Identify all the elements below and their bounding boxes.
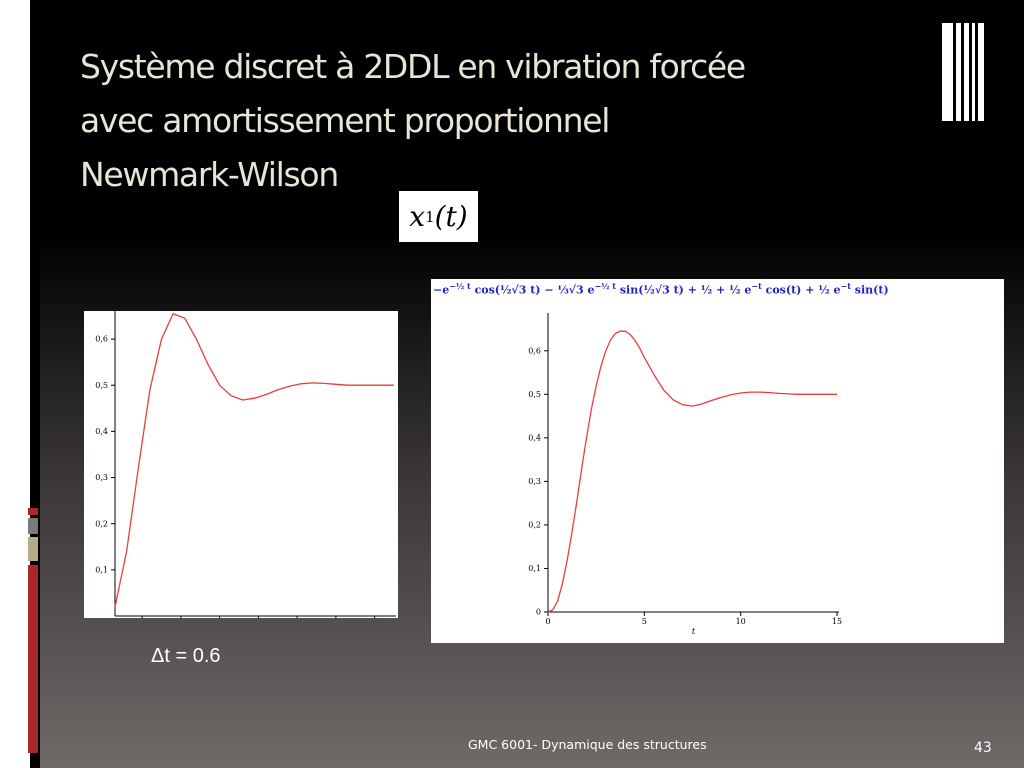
page-number: 43 [974, 740, 992, 756]
title-line-1: Système discret à 2DDL en vibration forc… [80, 47, 746, 86]
analytic-chart-panel: −e−½ t cos(½√3 t) − ⅓√3 e−½ t sin(½√3 t)… [431, 279, 1004, 643]
accent-red-long [28, 565, 38, 753]
formula-x1-label: x 1 (t) [399, 191, 478, 242]
x-tick-label: 10 [736, 617, 746, 626]
newmark-wilson-chart: 24681012140,10,20,30,40,50,6 [95, 300, 396, 630]
formula-sub: 1 [425, 207, 435, 226]
x-tick-label: 5 [642, 617, 647, 626]
x-tick-label: 0 [545, 617, 550, 626]
y-tick-label: 0,4 [95, 427, 108, 436]
accent-red-top [28, 508, 38, 515]
formula-var: x [409, 200, 426, 233]
footer-course: GMC 6001- Dynamique des structures [468, 737, 707, 752]
series-line [114, 312, 394, 607]
y-tick-label: 0,4 [528, 434, 541, 443]
accent-gray [28, 518, 38, 534]
y-tick-label: 0,3 [95, 473, 108, 482]
analytic-solution-chart: 0 5 10 15 0 0,1 0,2 0,3 0,4 0,5 0,6 t [528, 313, 842, 636]
y-tick-label: 0,6 [528, 346, 541, 355]
time-step-label: Δt = 0.6 [151, 645, 221, 667]
decorative-stripes [942, 23, 984, 121]
title-line-3: Newmark-Wilson [80, 155, 339, 194]
x-axis-label: t [692, 627, 696, 636]
y-tick-label: 0,6 [95, 335, 108, 344]
formula-arg: (t) [434, 200, 468, 233]
slide-title: Système discret à 2DDL en vibration forc… [80, 40, 820, 202]
numeric-chart-panel: 24681012140,10,20,30,40,50,6 [84, 300, 398, 630]
y-tick-label: 0,5 [528, 390, 541, 399]
accent-tan [28, 537, 38, 561]
analytic-expression: −e−½ t cos(½√3 t) − ⅓√3 e−½ t sin(½√3 t)… [433, 281, 889, 297]
y-tick-label: 0,5 [95, 381, 108, 390]
y-tick-label: 0,1 [95, 566, 108, 575]
left-bar [30, 0, 40, 768]
series-line [547, 330, 837, 613]
y-tick-label: 0 [536, 608, 541, 617]
y-tick-label: 0,3 [528, 477, 541, 486]
x-tick-label: 15 [832, 617, 842, 626]
y-tick-label: 0,2 [95, 519, 108, 528]
y-tick-label: 0,1 [528, 564, 541, 573]
y-tick-label: 0,2 [528, 521, 541, 530]
title-line-2: avec amortissement proportionnel [80, 101, 610, 140]
